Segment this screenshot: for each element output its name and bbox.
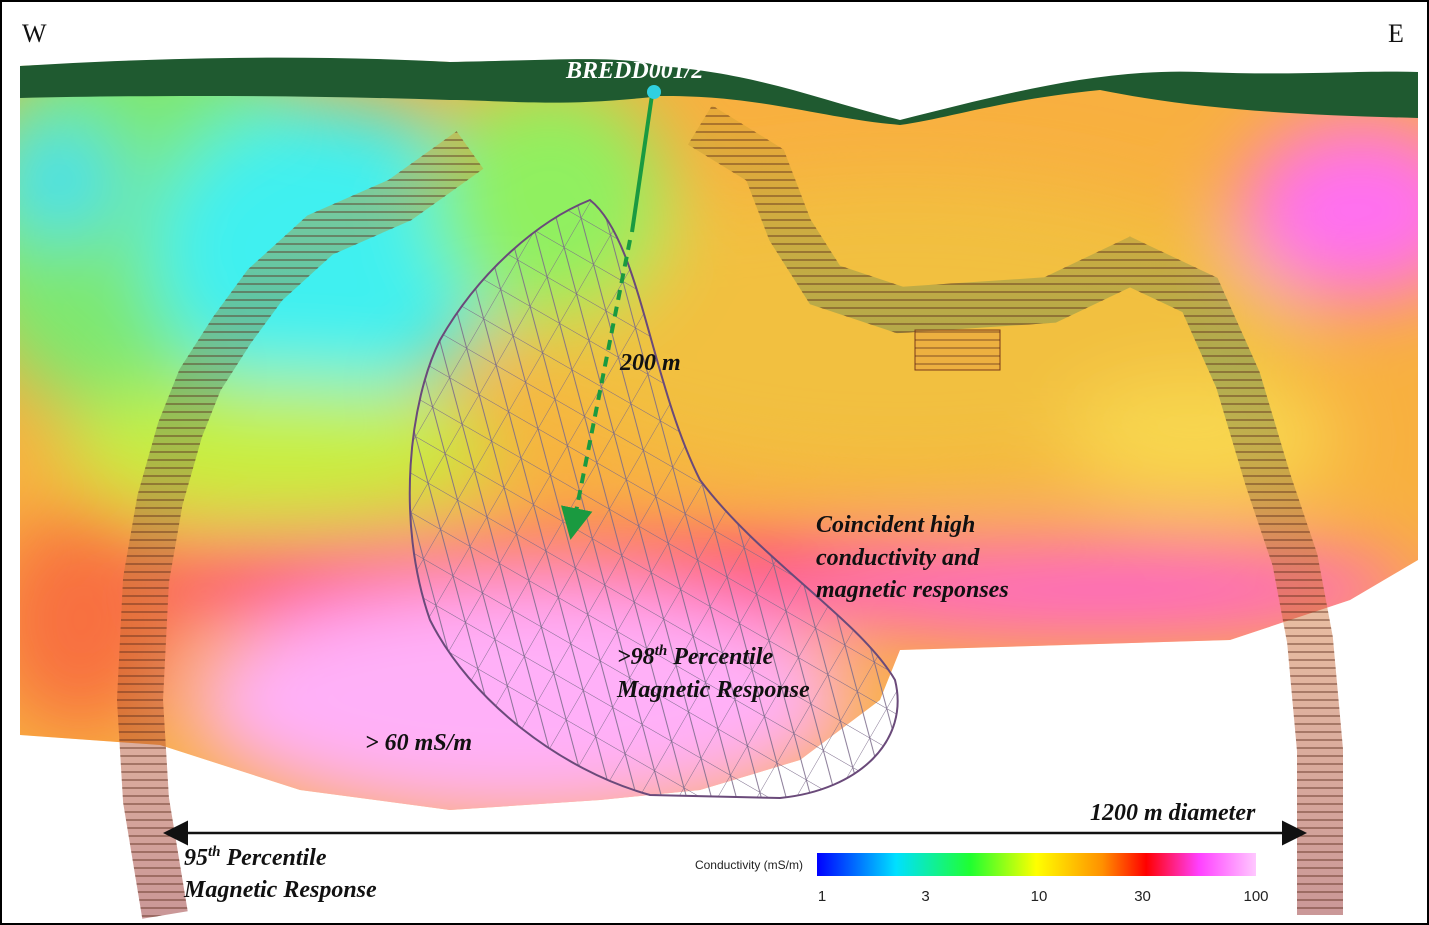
annotation: > 60 mS/m	[365, 730, 472, 756]
annotation-part: Percentile	[221, 845, 327, 871]
magnetic-shell-95	[116, 105, 1343, 919]
annotation-part: >98	[617, 644, 655, 670]
superscript: th	[655, 643, 668, 659]
colorbar-title: Conductivity (mS/m)	[695, 858, 803, 872]
colorbar-tick-label: 30	[1134, 888, 1151, 905]
annotation: 1200 m diameter	[1090, 800, 1256, 826]
colorbar-tick-label: 10	[1031, 888, 1048, 905]
annotation: Coincident high	[816, 512, 975, 538]
magnetic-shell-98	[408, 198, 899, 800]
collar	[647, 85, 661, 99]
annotation: >98th Percentile	[617, 643, 774, 670]
annotation-part: Percentile	[667, 644, 773, 670]
colorbar-tick-label: 1	[818, 888, 826, 905]
annotation: Magnetic Response	[183, 877, 377, 903]
colorbar-tick-label: 3	[921, 888, 929, 905]
superscript: th	[208, 844, 221, 860]
direction-label: E	[1388, 19, 1404, 48]
annotation: Magnetic Response	[616, 677, 810, 703]
colorbar-tick-label: 100	[1243, 888, 1268, 905]
colorbar	[817, 853, 1256, 876]
direction-label: W	[22, 19, 47, 48]
annotation: conductivity and	[816, 545, 980, 571]
drillhole-trace	[630, 94, 654, 233]
annotation-part: 95	[184, 845, 208, 871]
annotation: magnetic responses	[816, 577, 1009, 603]
depth-label: 200 m	[619, 350, 681, 376]
topography	[20, 57, 1418, 125]
colorbar-ticks: 1 3 10 30 100	[818, 888, 1269, 905]
drillhole-name: BREDD001/2	[565, 58, 703, 84]
annotation: 95th Percentile	[184, 844, 327, 871]
